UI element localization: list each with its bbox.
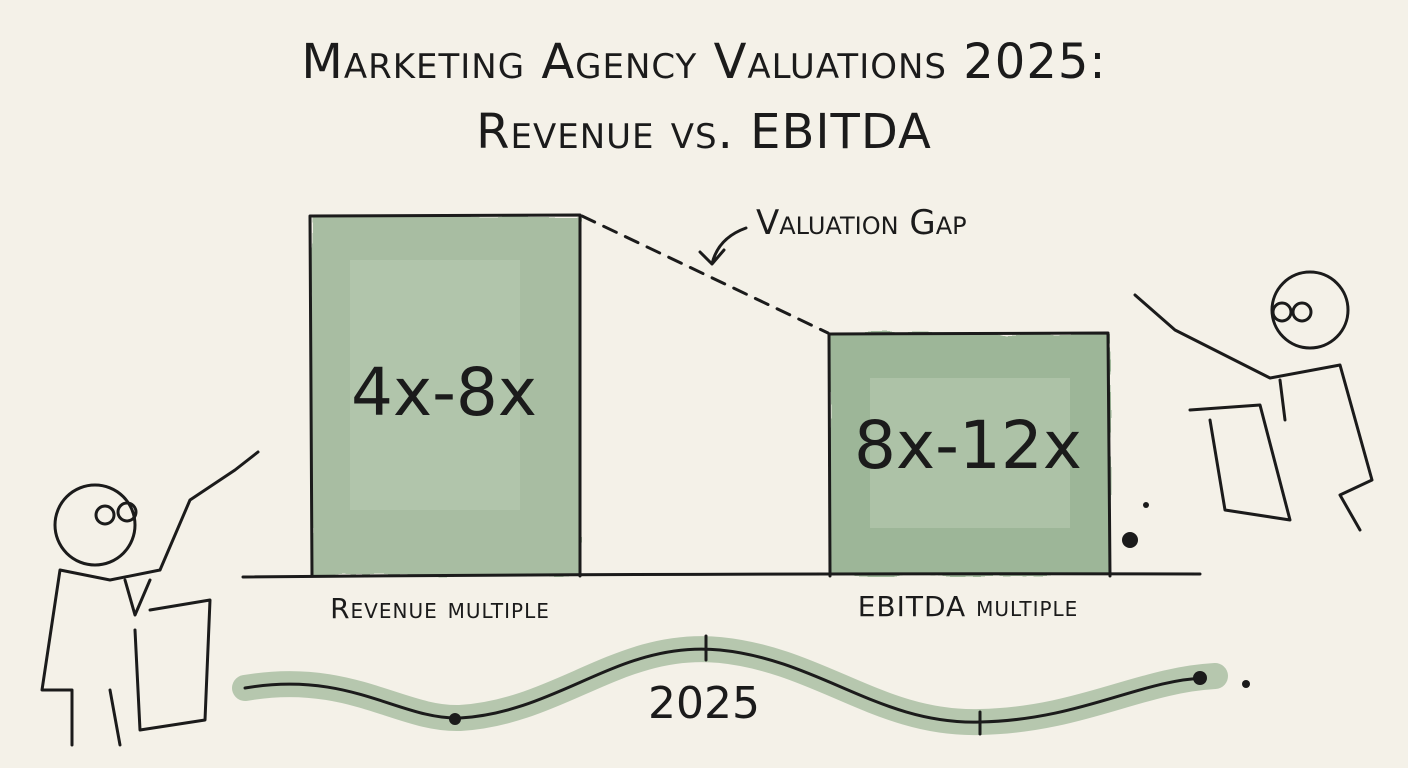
ink-dot <box>1143 502 1149 508</box>
timeline-label: 2025 <box>648 678 760 729</box>
revenue-bar-outline <box>308 213 582 578</box>
ebitda-bar-outline <box>827 331 1112 578</box>
timeline-end <box>1193 671 1207 685</box>
timeline-line <box>243 647 1207 724</box>
right-glasses <box>1291 301 1313 323</box>
left-glasses <box>94 504 116 526</box>
right-figure <box>1133 270 1374 532</box>
gap-arrow <box>698 226 748 266</box>
revenue-range: 4x-8x <box>351 354 537 431</box>
title-line-1: Marketing Agency Valuations 2025: <box>301 34 1106 90</box>
gap-annotation: Valuation Gap <box>756 203 967 243</box>
timeline-ticks <box>704 634 982 736</box>
title-line-2: Revenue vs. EBITDA <box>476 104 932 160</box>
timeline-dot <box>449 713 461 725</box>
gap-dashed-line <box>580 214 830 335</box>
left-body <box>40 450 260 747</box>
ink-blot <box>1122 532 1138 548</box>
ebitda-range: 8x-12x <box>854 407 1082 484</box>
baseline <box>241 572 1202 579</box>
right-body <box>1133 293 1374 532</box>
ebitda-label: EBITDA multiple <box>858 590 1079 623</box>
right-glasses <box>1271 301 1293 323</box>
revenue-bar-highlight <box>350 260 520 510</box>
revenue-label: Revenue multiple <box>330 592 550 625</box>
left-head <box>53 483 137 567</box>
ebitda-bar-highlight <box>870 378 1070 528</box>
left-figure <box>40 450 260 747</box>
left-glasses <box>116 501 138 523</box>
ink-dot <box>1242 680 1250 688</box>
